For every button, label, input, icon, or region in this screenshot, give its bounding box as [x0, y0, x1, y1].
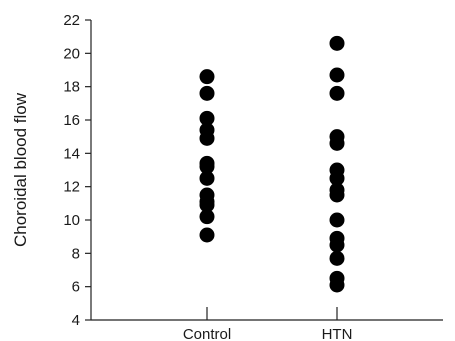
data-point-control — [200, 86, 215, 101]
data-point-htn — [330, 188, 345, 203]
y-tick-label: 14 — [63, 145, 80, 162]
data-point-htn — [330, 238, 345, 253]
y-axis-label: Choroidal blood flow — [11, 92, 30, 247]
y-tick-label: 16 — [63, 112, 80, 129]
data-point-control — [200, 171, 215, 186]
data-point-htn — [330, 36, 345, 51]
y-axis-ticks: 4 6 8 10 12 14 16 18 20 22 — [63, 12, 91, 329]
data-point-htn — [330, 278, 345, 293]
data-point-htn — [330, 136, 345, 151]
data-point-htn — [330, 251, 345, 266]
y-tick-label: 10 — [63, 212, 80, 229]
data-point-control — [200, 209, 215, 224]
y-tick-label: 20 — [63, 45, 80, 62]
data-point-htn — [330, 213, 345, 228]
y-tick-label: 6 — [72, 279, 80, 296]
data-point-htn — [330, 86, 345, 101]
data-points — [200, 36, 345, 293]
y-tick-label: 22 — [63, 12, 80, 29]
data-point-control — [200, 228, 215, 243]
data-point-htn — [330, 68, 345, 83]
data-point-control — [200, 131, 215, 146]
x-tick-label-control: Control — [183, 326, 231, 341]
y-tick-label: 18 — [63, 79, 80, 96]
x-tick-label-htn: HTN — [322, 326, 353, 341]
y-tick-label: 12 — [63, 179, 80, 196]
y-tick-label: 8 — [72, 245, 80, 262]
y-tick-label: 4 — [72, 312, 80, 329]
x-axis-ticks: Control HTN — [183, 307, 353, 341]
data-point-control — [200, 69, 215, 84]
